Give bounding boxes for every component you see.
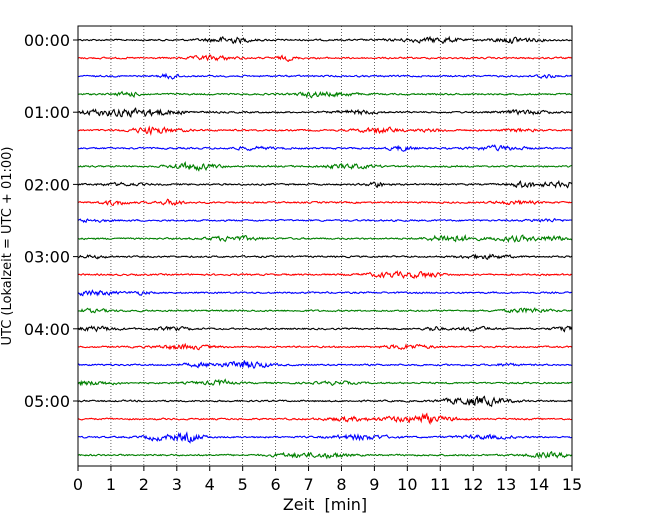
y-tick-label: 05:00 bbox=[24, 392, 70, 411]
trace-line bbox=[77, 107, 572, 118]
trace-line bbox=[77, 450, 573, 460]
x-tick-label: 9 bbox=[369, 475, 379, 494]
trace-line bbox=[77, 378, 572, 387]
plot-area bbox=[78, 26, 572, 466]
grid-lines bbox=[110, 26, 540, 466]
x-tick-label: 2 bbox=[139, 475, 149, 494]
trace-line bbox=[77, 253, 572, 260]
x-tick-label: 12 bbox=[463, 475, 483, 494]
x-tick-label: 1 bbox=[106, 475, 116, 494]
trace-line bbox=[77, 307, 572, 314]
x-tick-label: 15 bbox=[562, 475, 582, 494]
x-tick-label: 5 bbox=[238, 475, 248, 494]
x-tick-label: 7 bbox=[303, 475, 313, 494]
x-tick-label: 11 bbox=[430, 475, 450, 494]
trace-line bbox=[77, 342, 572, 351]
trace-line bbox=[77, 90, 572, 99]
trace-line bbox=[77, 179, 573, 189]
trace-line bbox=[77, 35, 572, 45]
trace-line bbox=[77, 144, 572, 152]
y-axis-ticks: 00:00 01:00 02:00 03:00 04:00 05:00 bbox=[24, 31, 78, 411]
x-axis-ticks: 0 1 2 3 4 5 6 7 8 9 10 11 12 13 14 15 bbox=[73, 466, 582, 494]
x-axis-label: Zeit [min] bbox=[283, 495, 367, 514]
x-tick-label: 8 bbox=[336, 475, 346, 494]
y-tick-label: 00:00 bbox=[24, 31, 70, 50]
y-tick-label: 03:00 bbox=[24, 248, 70, 267]
y-tick-label: 04:00 bbox=[24, 320, 70, 339]
trace-line bbox=[77, 217, 572, 224]
trace-line bbox=[77, 198, 572, 206]
x-tick-label: 6 bbox=[271, 475, 281, 494]
x-tick-label: 13 bbox=[496, 475, 516, 494]
plot-frame bbox=[77, 25, 573, 467]
trace-line bbox=[77, 270, 572, 280]
y-axis-label: UTC (Lokalzeit = UTC + 01:00) bbox=[0, 147, 15, 346]
x-tick-label: 10 bbox=[397, 475, 417, 494]
trace-line bbox=[77, 431, 572, 444]
trace-line bbox=[77, 325, 573, 333]
trace-line bbox=[77, 160, 572, 172]
trace-line bbox=[77, 395, 572, 408]
x-tick-label: 4 bbox=[205, 475, 215, 494]
traces bbox=[77, 35, 573, 460]
x-tick-label: 3 bbox=[172, 475, 182, 494]
trace-line bbox=[77, 289, 572, 297]
y-tick-label: 01:00 bbox=[24, 103, 70, 122]
x-tick-label: 0 bbox=[73, 475, 83, 494]
x-tick-label: 14 bbox=[529, 475, 549, 494]
trace-line bbox=[77, 360, 572, 370]
trace-line bbox=[77, 125, 572, 137]
y-tick-label: 02:00 bbox=[24, 175, 70, 194]
trace-line bbox=[77, 234, 573, 244]
trace-line bbox=[77, 54, 572, 63]
trace-line bbox=[77, 72, 572, 80]
trace-line bbox=[77, 412, 572, 425]
